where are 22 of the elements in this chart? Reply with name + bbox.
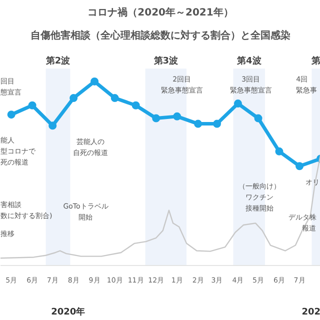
point — [254, 114, 262, 122]
point — [152, 114, 160, 122]
point — [296, 162, 304, 170]
point — [28, 101, 36, 110]
point — [212, 120, 221, 128]
point — [7, 110, 16, 119]
point — [70, 94, 78, 102]
chart-subtitle: 自傷他害相談（全心理相談総数に対する割合）と全国感染 — [30, 30, 290, 42]
point — [275, 147, 284, 156]
band-label: 第3波 — [152, 56, 180, 67]
point — [110, 94, 119, 102]
point — [234, 100, 242, 108]
text: 2020年 — [51, 306, 86, 318]
point — [90, 77, 99, 86]
chart-title: コロナ禍（2020年～2021年） — [88, 6, 234, 18]
point — [132, 101, 140, 110]
point — [194, 120, 202, 128]
text: 202 — [302, 308, 320, 318]
band-label: 第4波 — [236, 56, 262, 67]
point — [48, 122, 57, 130]
point — [173, 112, 182, 120]
band-label: 第2波 — [44, 56, 72, 67]
